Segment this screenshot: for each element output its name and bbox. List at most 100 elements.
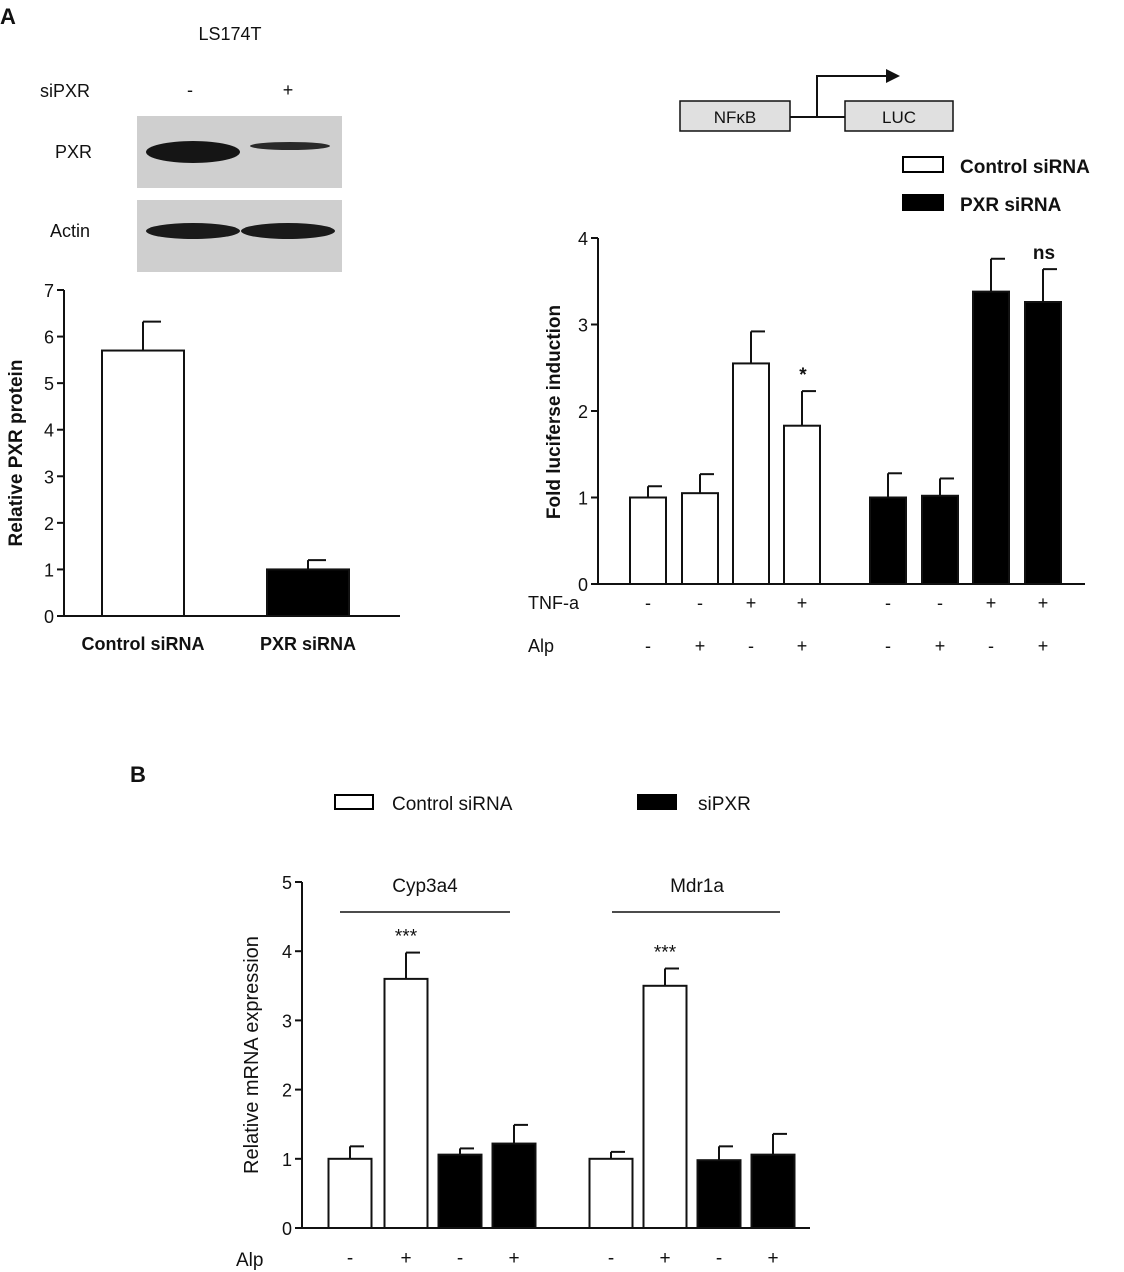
c3-y-tick-label: 3 [282, 1011, 292, 1031]
c3-y-tick-label: 4 [282, 942, 292, 962]
blot-band-actin-sipxr [241, 223, 335, 239]
c3-bar [696, 1159, 742, 1229]
blot-lane-sign-1: - [187, 80, 193, 100]
panel-a-label: A [0, 4, 16, 29]
c2-ylabel: Fold luciferse induction [544, 305, 565, 519]
c3-alp-sign: + [767, 1248, 778, 1269]
c3-y-tick-label: 1 [282, 1150, 292, 1170]
c1-x-tick-label: Control siRNA [82, 634, 205, 654]
c3-group-label-mdr1a: Mdr1a [670, 876, 724, 897]
c2-treatment-label-tnf: TNF-a [528, 593, 580, 613]
c2-alp-sign: - [645, 636, 651, 656]
construct-reporter-box [844, 100, 954, 132]
c3-alp-sign: + [400, 1248, 411, 1269]
c1-y-tick-label: 1 [44, 560, 54, 580]
c3-bar [750, 1153, 796, 1229]
blot-band-pxr-control [146, 141, 240, 163]
panel-b-label: B [130, 762, 146, 787]
construct-arrow-head [886, 69, 900, 83]
c1-y-tick-label: 5 [44, 374, 54, 394]
c3-legend-label-control: Control siRNA [392, 794, 513, 815]
c2-bar [783, 424, 821, 585]
c2-legend-swatch-control [902, 156, 944, 173]
c3-bar [491, 1142, 537, 1230]
c2-tnf-sign: + [797, 593, 808, 613]
c2-tnf-sign: - [697, 593, 703, 613]
c2-bar [629, 496, 667, 585]
c2-bar [681, 492, 719, 585]
c3-significance-label: *** [654, 943, 677, 964]
c3-alp-sign: + [659, 1248, 670, 1269]
c1-y-tick-label: 0 [44, 607, 54, 627]
construct-tss-arrow [816, 75, 893, 117]
blot-cell-line: LS174T [198, 24, 261, 44]
c3-treatment-label-alp: Alp [236, 1250, 263, 1271]
c3-legend-swatch-control [334, 794, 374, 810]
c2-tnf-sign: - [645, 593, 651, 613]
chart-pxr-protein: 0 1 2 3 4 5 6 7 Control siRNA PXR siRNA [44, 281, 400, 654]
c1-y-tick-label: 4 [44, 421, 54, 441]
c3-bar [383, 977, 429, 1229]
c1-x-tick-label: PXR siRNA [260, 634, 356, 654]
c2-treatment-label-alp: Alp [528, 636, 554, 656]
c2-tnf-sign: + [1038, 593, 1049, 613]
c3-alp-sign: - [608, 1248, 614, 1269]
construct-promoter-label: NFκB [714, 108, 757, 127]
c3-bar [327, 1157, 373, 1230]
c2-bar [869, 496, 907, 585]
construct-promoter-box [679, 100, 791, 132]
c2-significance-label: * [799, 365, 807, 386]
c3-alp-sign: - [347, 1248, 353, 1269]
c2-alp-sign: - [885, 636, 891, 656]
c2-tnf-sign: + [986, 593, 997, 613]
chart-mrna-expression: 0 1 2 3 4 5 - *** + - + - *** + - + [282, 873, 810, 1269]
c3-alp-sign: - [716, 1248, 722, 1269]
blot-band-pxr-sipxr [250, 142, 330, 150]
c1-y-tick-label: 2 [44, 514, 54, 534]
blot-lane-sign-2: + [283, 80, 294, 100]
c2-tnf-sign: - [885, 593, 891, 613]
c2-legend-swatch-pxr [902, 194, 944, 211]
c1-bar [266, 568, 350, 618]
c2-significance-label: ns [1033, 243, 1055, 264]
c2-alp-sign: - [988, 636, 994, 656]
c3-bar [588, 1157, 634, 1230]
c3-y-tick-label: 0 [282, 1219, 292, 1239]
c2-y-tick-label: 4 [578, 229, 588, 249]
blot-label-pxr: PXR [55, 142, 92, 162]
c2-legend-label-pxr: PXR siRNA [960, 195, 1062, 216]
c2-alp-sign: + [797, 636, 808, 656]
c3-y-tick-label: 2 [282, 1081, 292, 1101]
c1-ylabel: Relative PXR protein [6, 360, 27, 547]
c2-y-tick-label: 3 [578, 316, 588, 336]
c3-alp-sign: - [457, 1248, 463, 1269]
c2-alp-sign: + [935, 636, 946, 656]
c2-y-tick-label: 1 [578, 489, 588, 509]
c2-tnf-sign: - [937, 593, 943, 613]
c3-group-label-cyp3a4: Cyp3a4 [392, 876, 458, 897]
c2-y-tick-label: 2 [578, 402, 588, 422]
c2-bar [972, 290, 1010, 585]
c1-y-tick-label: 7 [44, 281, 54, 301]
c3-legend-label-sipxr: siPXR [698, 794, 751, 815]
c3-bar [642, 984, 688, 1229]
c2-alp-sign: - [748, 636, 754, 656]
c1-y-tick-label: 3 [44, 467, 54, 487]
c2-bar [732, 362, 770, 585]
construct-reporter-label: LUC [882, 108, 916, 127]
c2-bar [1024, 301, 1062, 585]
chart-luciferase: 0 1 2 3 4 - - - + + - * + + - - - + + - ns + + [578, 229, 1085, 656]
c2-legend-label-control: Control siRNA [960, 157, 1090, 178]
c2-alp-sign: + [695, 636, 706, 656]
c1-bar [101, 349, 185, 617]
c2-alp-sign: + [1038, 636, 1049, 656]
blot-band-actin-control [146, 223, 240, 239]
c3-bar [437, 1153, 483, 1229]
c3-legend-swatch-sipxr [637, 794, 677, 810]
c2-bar [921, 494, 959, 585]
c3-ylabel: Relative mRNA expression [241, 936, 263, 1174]
c3-significance-label: *** [395, 927, 418, 948]
c3-y-tick-label: 5 [282, 873, 292, 893]
c1-y-tick-label: 6 [44, 328, 54, 348]
